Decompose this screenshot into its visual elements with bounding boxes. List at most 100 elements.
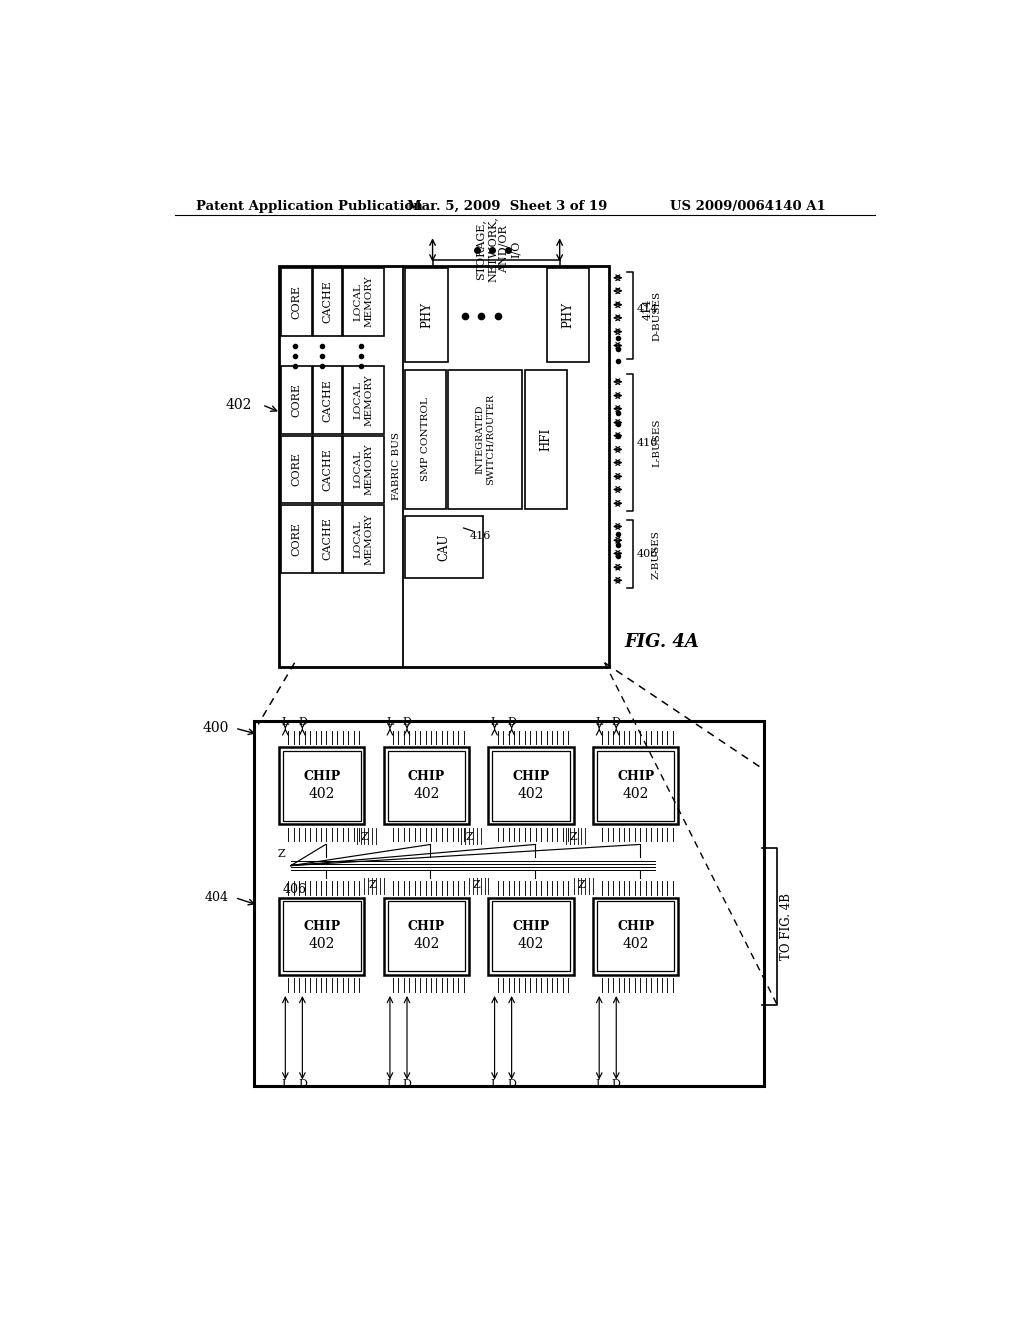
Bar <box>280 898 365 974</box>
Text: 414: 414 <box>642 298 652 319</box>
Text: CHIP: CHIP <box>617 770 654 783</box>
Bar <box>547 268 589 363</box>
Text: L: L <box>282 1078 289 1089</box>
Text: CACHE: CACHE <box>323 447 333 491</box>
Text: L: L <box>596 1078 603 1089</box>
Text: CORE: CORE <box>291 285 301 318</box>
Bar <box>406 268 449 363</box>
Text: 402: 402 <box>308 937 335 950</box>
Bar <box>254 721 764 1086</box>
Bar <box>449 370 521 508</box>
Bar <box>388 751 465 821</box>
Bar <box>313 268 342 335</box>
Text: CHIP: CHIP <box>408 770 445 783</box>
Text: CORE: CORE <box>291 383 301 417</box>
Bar <box>524 370 567 508</box>
Text: D: D <box>402 717 412 726</box>
Bar <box>597 902 675 970</box>
Text: US 2009/0064140 A1: US 2009/0064140 A1 <box>671 199 826 213</box>
Bar <box>283 902 360 970</box>
Text: Z: Z <box>569 832 578 842</box>
Text: AND/OR: AND/OR <box>499 226 509 273</box>
Text: FABRIC BUS: FABRIC BUS <box>392 433 401 500</box>
Text: CHIP: CHIP <box>303 770 340 783</box>
Bar <box>281 268 311 335</box>
Text: LOCAL
MEMORY: LOCAL MEMORY <box>354 444 374 495</box>
Bar <box>593 747 678 825</box>
Bar <box>283 751 360 821</box>
Bar <box>313 436 342 503</box>
Text: 406: 406 <box>637 549 658 560</box>
Text: L: L <box>282 717 289 726</box>
Bar <box>280 267 608 667</box>
Text: L: L <box>490 717 499 726</box>
Text: L-BUSES: L-BUSES <box>652 418 662 467</box>
Bar <box>343 506 384 573</box>
Bar <box>343 268 384 335</box>
Bar <box>597 751 675 821</box>
Text: 402: 402 <box>414 787 439 801</box>
Text: LOCAL
MEMORY: LOCAL MEMORY <box>354 276 374 327</box>
Text: CHIP: CHIP <box>512 770 550 783</box>
Text: CACHE: CACHE <box>323 280 333 323</box>
Text: D: D <box>402 1078 412 1089</box>
Text: CHIP: CHIP <box>408 920 445 933</box>
Text: 400: 400 <box>203 721 228 735</box>
Text: CACHE: CACHE <box>323 517 333 560</box>
Bar <box>384 898 469 974</box>
Text: D: D <box>611 1078 621 1089</box>
Text: CHIP: CHIP <box>617 920 654 933</box>
Bar <box>406 370 445 508</box>
Bar <box>388 902 465 970</box>
Text: D: D <box>611 717 621 726</box>
Bar <box>593 898 678 974</box>
Text: Z: Z <box>578 880 585 890</box>
Bar <box>343 367 384 434</box>
Text: 402: 402 <box>518 937 544 950</box>
Text: CHIP: CHIP <box>512 920 550 933</box>
Text: 402: 402 <box>623 787 649 801</box>
Text: 402: 402 <box>308 787 335 801</box>
Text: NETWORK,: NETWORK, <box>487 216 498 282</box>
Bar <box>281 436 311 503</box>
Bar <box>280 747 365 825</box>
Bar <box>488 898 573 974</box>
Text: 402: 402 <box>225 397 252 412</box>
Text: LOCAL
MEMORY: LOCAL MEMORY <box>354 513 374 565</box>
Text: 410: 410 <box>637 437 658 447</box>
Text: 402: 402 <box>623 937 649 950</box>
Bar <box>493 902 569 970</box>
Text: FIG. 4A: FIG. 4A <box>624 634 698 651</box>
Text: 414: 414 <box>637 305 658 314</box>
Text: 402: 402 <box>518 787 544 801</box>
Bar <box>493 751 569 821</box>
Text: 404: 404 <box>205 891 228 904</box>
Text: 406: 406 <box>283 883 307 896</box>
Text: Mar. 5, 2009  Sheet 3 of 19: Mar. 5, 2009 Sheet 3 of 19 <box>407 199 607 213</box>
Text: D-BUSES: D-BUSES <box>652 290 662 341</box>
Text: INTEGRATED
SWITCH/ROUTER: INTEGRATED SWITCH/ROUTER <box>475 393 495 484</box>
Text: CHIP: CHIP <box>303 920 340 933</box>
Text: D: D <box>507 717 516 726</box>
Text: Patent Application Publication: Patent Application Publication <box>197 199 423 213</box>
Text: TO FIG. 4B: TO FIG. 4B <box>780 892 794 960</box>
Text: Z: Z <box>369 880 376 890</box>
Bar <box>343 436 384 503</box>
Text: 416: 416 <box>470 531 492 541</box>
Text: D: D <box>507 1078 516 1089</box>
Text: D: D <box>298 717 307 726</box>
Text: HFI: HFI <box>540 428 553 451</box>
Text: L: L <box>386 717 393 726</box>
Text: CACHE: CACHE <box>323 379 333 421</box>
Text: L: L <box>490 1078 499 1089</box>
Text: Z-BUSES: Z-BUSES <box>652 529 662 578</box>
Bar <box>313 367 342 434</box>
Bar <box>313 506 342 573</box>
Text: I/O: I/O <box>511 240 520 257</box>
Text: CORE: CORE <box>291 453 301 487</box>
Text: PHY: PHY <box>561 302 574 329</box>
Text: 402: 402 <box>414 937 439 950</box>
Text: CAU: CAU <box>437 533 451 561</box>
Bar <box>281 506 311 573</box>
Text: LOCAL
MEMORY: LOCAL MEMORY <box>354 375 374 426</box>
